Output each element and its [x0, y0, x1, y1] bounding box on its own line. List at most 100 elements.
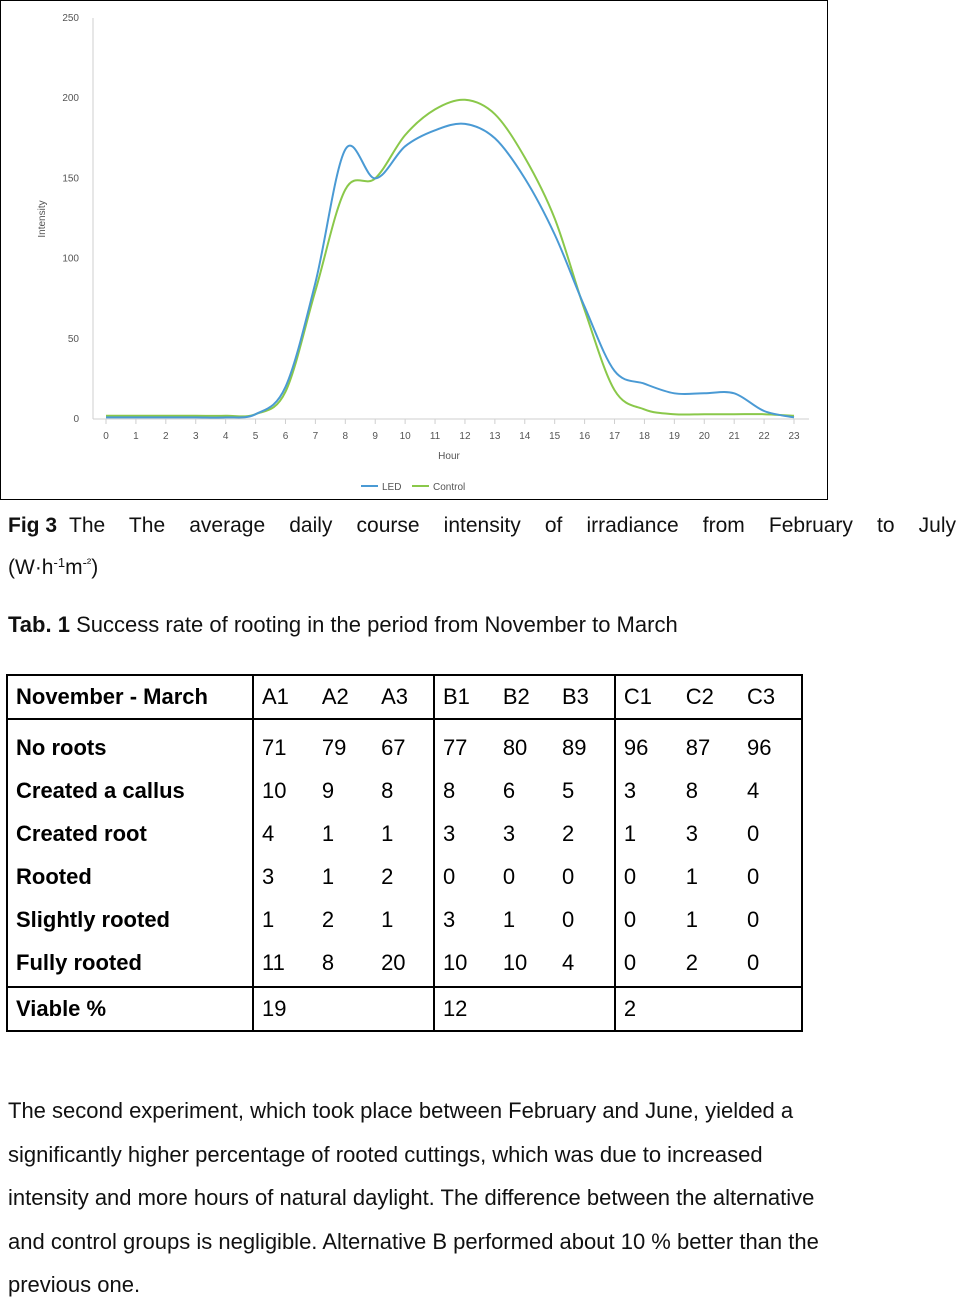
- paragraph-line: significantly higher percentage of roote…: [8, 1141, 763, 1167]
- unit-exp1: -1: [53, 555, 66, 570]
- y-tick-label: 250: [62, 13, 79, 24]
- table-cell: 0: [442, 863, 456, 889]
- table-cell: 1: [685, 906, 699, 932]
- row-label: No roots: [6, 719, 254, 769]
- table-cell: 71: [262, 734, 287, 760]
- table-cell: 80: [502, 734, 528, 760]
- table-caption: Tab. 1 Success rate of rooting in the pe…: [8, 612, 678, 638]
- table-row: No roots 71 79 67 77 80 89 96 87 96: [6, 719, 803, 769]
- x-tick-label: 9: [372, 431, 378, 442]
- table-row: Rooted 3 1 2 0 0 0 0 1 0: [6, 855, 803, 898]
- table-cell: 10: [262, 777, 287, 803]
- table-cell: 6: [502, 777, 516, 803]
- paragraph-line: previous one.: [8, 1272, 141, 1297]
- x-tick-label: 13: [489, 431, 501, 442]
- y-tick-label: 100: [62, 254, 79, 265]
- table-cell: 96: [623, 734, 649, 760]
- paragraph-line: and control groups is negligible. Altern…: [8, 1228, 819, 1254]
- table-cell: 11: [262, 949, 285, 975]
- unit-open: (W·h: [8, 556, 54, 579]
- table-cell: 2: [321, 906, 335, 932]
- x-tick-label: 14: [519, 431, 531, 442]
- unit-mid: m: [65, 556, 83, 579]
- figure-caption-text: The The average daily course intensity o…: [69, 514, 956, 537]
- table-cell: 0: [739, 941, 803, 987]
- x-tick-label: 1: [133, 431, 139, 442]
- x-tick-label: 18: [639, 431, 651, 442]
- table-cell: 1: [373, 898, 435, 941]
- unit-exp2: -²: [82, 555, 92, 570]
- table-cell: 96: [739, 719, 803, 769]
- table-cell: 3: [262, 863, 275, 889]
- column-header: B2: [494, 674, 554, 720]
- table-cell: 0: [554, 855, 616, 898]
- table-caption-text: Success rate of rooting in the period fr…: [76, 612, 678, 637]
- table-cell: 1: [373, 812, 435, 855]
- table-cell: 3: [685, 820, 699, 846]
- y-tick-label: 50: [68, 334, 80, 345]
- table-cell: 1: [321, 863, 335, 889]
- x-tick-label: 23: [788, 431, 800, 442]
- table-cell: 1: [623, 820, 637, 846]
- table-cell: 77: [442, 734, 468, 760]
- body-paragraph: The second experiment, which took place …: [8, 1089, 958, 1307]
- column-header: C3: [739, 674, 803, 720]
- x-tick-label: 21: [729, 431, 741, 442]
- table-cell: 1: [502, 906, 516, 932]
- x-tick-label: 15: [549, 431, 561, 442]
- table-cell: 8: [321, 949, 335, 975]
- row-header-cell: November - March: [6, 674, 254, 720]
- x-tick-label: 6: [283, 431, 289, 442]
- table-cell: 8: [373, 769, 435, 812]
- x-tick-label: 4: [223, 431, 229, 442]
- column-header: A3: [373, 674, 435, 720]
- table-cell: 0: [502, 863, 516, 889]
- row-label: Slightly rooted: [6, 898, 254, 941]
- table-cell: 10: [502, 949, 528, 975]
- x-tick-label: 8: [343, 431, 349, 442]
- table-cell: 8: [685, 777, 699, 803]
- table-row: Fully rooted 11 8 20 10 10 4 0 2 0: [6, 941, 803, 987]
- table-cell: 3: [502, 820, 516, 846]
- table-cell: 1: [321, 820, 335, 846]
- figure-label: Fig 3: [8, 514, 58, 537]
- x-tick-label: 5: [253, 431, 259, 442]
- table-cell: 2: [685, 949, 699, 975]
- figure-caption: Fig 3 The The average daily course inten…: [8, 505, 956, 589]
- column-header: C1: [614, 674, 678, 720]
- viable-label: Viable %: [6, 986, 254, 1032]
- y-tick-label: 200: [62, 93, 79, 104]
- x-tick-label: 20: [699, 431, 711, 442]
- table-cell: 0: [739, 898, 803, 941]
- row-label: Fully rooted: [6, 941, 254, 987]
- table-cell: 4: [554, 941, 616, 987]
- x-axis-title: Hour: [438, 451, 460, 462]
- table-cell: 0: [554, 898, 616, 941]
- x-tick-label: 12: [459, 431, 471, 442]
- table-cell: 0: [739, 812, 803, 855]
- paragraph-line: intensity and more hours of natural dayl…: [8, 1185, 815, 1210]
- column-header: A1: [253, 674, 314, 720]
- x-tick-label: 16: [579, 431, 591, 442]
- table-cell: 0: [623, 863, 637, 889]
- table-row: Slightly rooted 1 2 1 3 1 0 0 1 0: [6, 898, 803, 941]
- table-cell: 1: [262, 906, 275, 932]
- row-label: Created root: [6, 812, 254, 855]
- y-axis-title: Intensity: [37, 200, 48, 237]
- x-tick-label: 2: [163, 431, 169, 442]
- table-cell: 0: [739, 855, 803, 898]
- x-tick-label: 0: [103, 431, 109, 442]
- table-cell: 20: [373, 941, 435, 987]
- table-cell: 1: [685, 863, 699, 889]
- rooting-results-table: November - March A1 A2 A3 B1 B2 B3 C1 C2…: [6, 674, 804, 1032]
- table-cell: 2: [554, 812, 616, 855]
- table-cell: 0: [623, 906, 637, 932]
- table-cell: 89: [554, 719, 616, 769]
- table-label: Tab. 1: [8, 612, 70, 637]
- row-label: Rooted: [6, 855, 254, 898]
- x-tick-label: 10: [400, 431, 412, 442]
- table-cell: 0: [623, 949, 637, 975]
- table-cell: 8: [442, 777, 456, 803]
- y-tick-label: 150: [62, 173, 79, 184]
